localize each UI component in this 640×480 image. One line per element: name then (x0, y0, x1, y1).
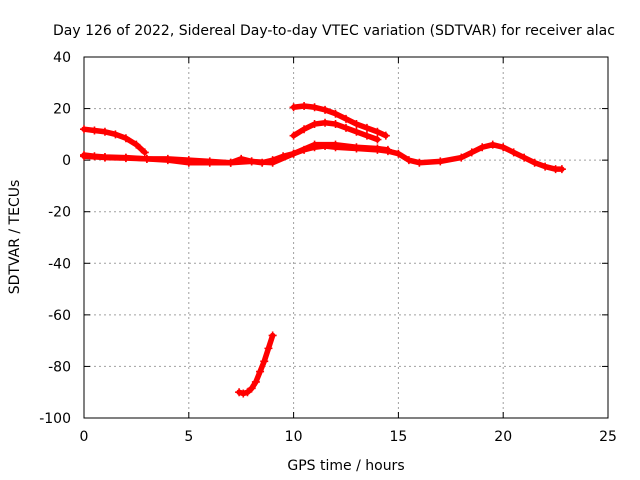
x-tick-label: 0 (80, 429, 89, 445)
data-point (256, 367, 265, 376)
data-point (331, 109, 340, 118)
x-tick-label: 5 (184, 429, 193, 445)
data-point (142, 154, 151, 163)
data-point (184, 158, 193, 167)
y-tick-label: -20 (48, 205, 71, 221)
y-axis-label: SDTVAR / TECUs (7, 180, 23, 295)
data-point (121, 153, 130, 162)
y-tick-label: -60 (48, 308, 71, 324)
y-tick-label: 0 (62, 153, 71, 169)
data-point (260, 357, 269, 366)
data-point (467, 148, 476, 157)
y-tick-label: -40 (48, 256, 71, 272)
grid (84, 57, 608, 418)
data-point (404, 156, 413, 165)
y-axis: -100 -80 -60 -40 -20 0 20 40 (39, 50, 608, 427)
data-point (381, 131, 390, 140)
data-point (100, 127, 109, 136)
data-point (457, 153, 466, 162)
data-point (205, 158, 214, 167)
data-point (247, 384, 256, 393)
chart-title: Day 126 of 2022, Sidereal Day-to-day VTE… (53, 23, 615, 39)
data-point (530, 158, 539, 167)
data-point (90, 126, 99, 135)
x-axis-label: GPS time / hours (287, 458, 404, 474)
data-point (394, 149, 403, 158)
data-point (226, 158, 235, 167)
x-tick-label: 20 (494, 429, 512, 445)
data-point (247, 157, 256, 166)
data-point (362, 123, 371, 132)
data-point (264, 344, 273, 353)
data-point (310, 103, 319, 112)
y-tick-label: -100 (39, 411, 71, 427)
data-point (289, 131, 298, 140)
data-point (557, 165, 566, 174)
data-point (373, 135, 382, 144)
data-point (373, 144, 382, 153)
data-point (310, 120, 319, 129)
data-point (300, 101, 309, 110)
series-line (81, 141, 391, 166)
data-point (541, 162, 550, 171)
x-tick-label: 25 (599, 429, 617, 445)
data-point (289, 103, 298, 112)
data-point (289, 149, 298, 158)
data-point (373, 127, 382, 136)
y-tick-label: 20 (53, 102, 71, 118)
data-point (80, 150, 88, 159)
plot-frame (83, 56, 609, 419)
data-point (268, 158, 277, 167)
data-point (415, 158, 424, 167)
data-point (436, 157, 445, 166)
plot-area (80, 101, 566, 398)
data-point (342, 114, 350, 123)
data-point (362, 131, 371, 140)
x-tick-label: 15 (389, 429, 407, 445)
data-point (331, 140, 340, 149)
data-point (352, 127, 361, 136)
data-point (300, 125, 309, 134)
data-point (111, 130, 120, 139)
data-point (478, 143, 487, 152)
data-point (520, 153, 529, 162)
x-tick-label: 10 (285, 429, 303, 445)
data-point (163, 156, 172, 165)
data-point (268, 331, 277, 340)
series-line (290, 103, 389, 139)
data-point (499, 143, 508, 152)
data-point (90, 152, 99, 161)
data-point (331, 120, 340, 129)
data-point (239, 389, 248, 398)
data-point (121, 134, 130, 143)
data-point (321, 118, 330, 127)
data-point (132, 140, 141, 149)
data-point (140, 148, 149, 157)
data-point (509, 148, 518, 157)
data-point (235, 388, 244, 397)
data-point (80, 125, 88, 134)
data-point (383, 145, 392, 154)
data-point (321, 105, 330, 114)
data-point (251, 377, 260, 386)
x-axis: 0 5 10 15 20 25 (80, 57, 617, 445)
data-point (100, 153, 109, 162)
data-point (488, 140, 497, 149)
data-point (342, 123, 350, 132)
data-point (243, 388, 252, 397)
y-tick-label: 40 (53, 50, 71, 66)
data-point (352, 120, 361, 129)
y-tick-label: -80 (48, 359, 71, 375)
data-point (310, 140, 319, 149)
data-point (352, 143, 361, 152)
